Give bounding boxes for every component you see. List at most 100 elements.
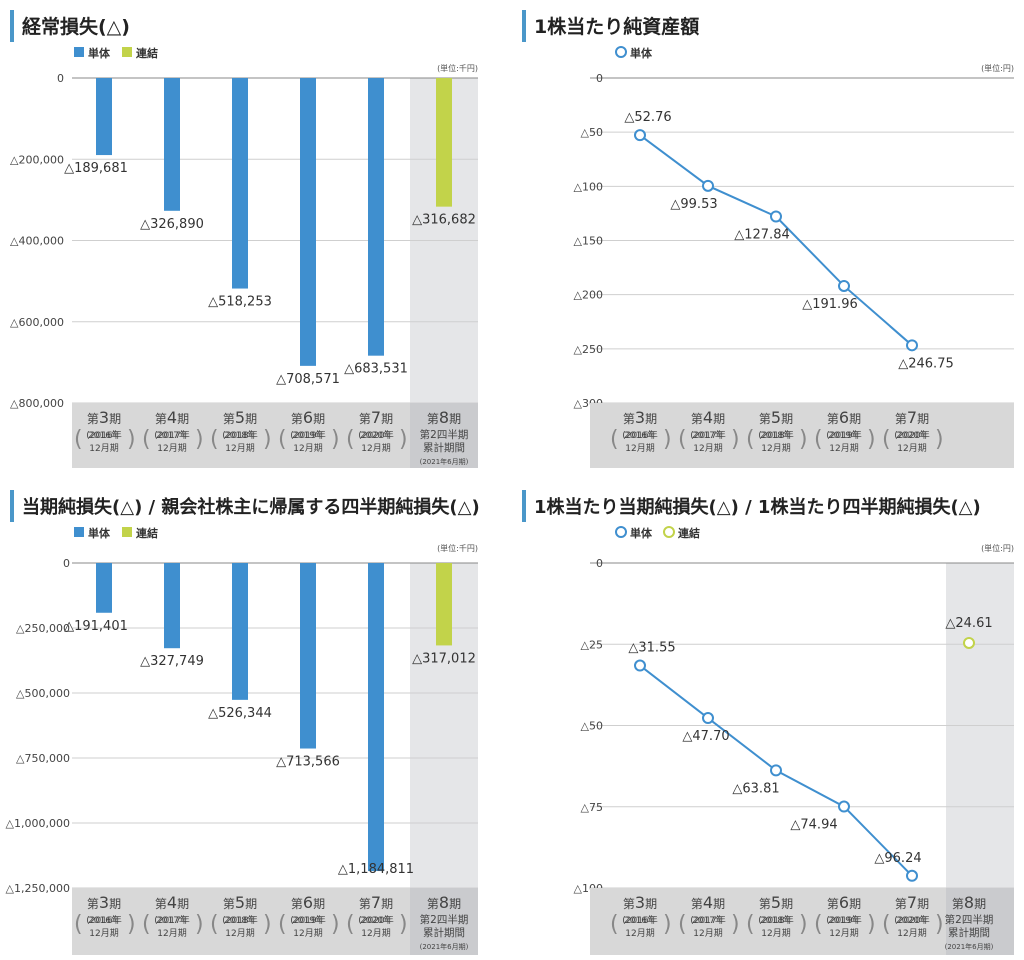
y-tick-label: △200 bbox=[574, 289, 603, 302]
category-band-highlight bbox=[410, 403, 478, 468]
category-sub-label: 12月期 bbox=[693, 443, 722, 454]
bracket-left: ( bbox=[210, 912, 219, 937]
category-sub-label: 2019年 bbox=[828, 914, 860, 926]
bracket-left: ( bbox=[678, 912, 687, 937]
data-label: △24.61 bbox=[945, 616, 992, 631]
title-accent-bar bbox=[10, 10, 14, 42]
bar bbox=[368, 563, 384, 872]
bracket-left: ( bbox=[610, 427, 619, 452]
category-sub-label: (2017年 bbox=[690, 914, 725, 926]
category-sub-label: (2017年 bbox=[154, 429, 189, 441]
data-label: △708,571 bbox=[276, 372, 340, 387]
bracket-right: ) bbox=[127, 912, 136, 937]
category-sub-label: 12月期 bbox=[293, 443, 322, 454]
category-sub-label: 第2四半期 bbox=[945, 913, 994, 926]
category-sub-label: 12月期 bbox=[225, 443, 254, 454]
bar bbox=[96, 563, 112, 613]
legend-swatch bbox=[74, 527, 84, 537]
category-label: 第3期 bbox=[87, 408, 121, 427]
legend-label: 連結 bbox=[136, 46, 158, 60]
category-label: 第4期 bbox=[155, 893, 189, 912]
bracket-right: ) bbox=[731, 427, 740, 452]
category-sub-label: 2017年 bbox=[156, 914, 188, 926]
data-point bbox=[838, 800, 850, 813]
data-point bbox=[906, 869, 918, 882]
category-sub-label: (2016年 bbox=[86, 429, 121, 441]
category-label: 第7期 bbox=[895, 408, 929, 427]
bracket-left: ( bbox=[882, 427, 891, 452]
category-sub-label: 12月期 bbox=[293, 928, 322, 939]
bracket-left: ( bbox=[278, 912, 287, 937]
bracket-left: ( bbox=[346, 912, 355, 937]
category-label: 第3期 bbox=[623, 408, 657, 427]
bracket-right: ) bbox=[195, 912, 204, 937]
bar bbox=[436, 78, 452, 207]
category-label: 第7期 bbox=[359, 893, 393, 912]
bar bbox=[300, 563, 316, 749]
category-label: 第6期 bbox=[827, 408, 861, 427]
legend-label: 単体 bbox=[88, 46, 111, 60]
y-tick-label: △100 bbox=[574, 180, 603, 193]
y-tick-label: △750,000 bbox=[16, 752, 70, 765]
data-label: △327,749 bbox=[140, 654, 204, 669]
category-sub-label: 12月期 bbox=[693, 928, 722, 939]
category-sub-label: 2018年 bbox=[224, 914, 256, 926]
category-sub-label: 第2四半期 bbox=[420, 913, 469, 926]
category-sub-label: 累計期間 bbox=[423, 441, 465, 454]
category-sub-label: (2018年 bbox=[758, 429, 793, 441]
bracket-right: ) bbox=[399, 912, 408, 937]
legend-label: 単体 bbox=[630, 526, 653, 540]
bracket-right: ) bbox=[127, 427, 136, 452]
category-sub-label: 12月期 bbox=[89, 928, 118, 939]
data-point bbox=[702, 179, 714, 192]
data-label: △191,401 bbox=[64, 619, 128, 634]
data-label: △246.75 bbox=[898, 356, 954, 371]
category-sub-label: 2019年 bbox=[292, 914, 324, 926]
bar bbox=[232, 78, 248, 289]
bracket-left: ( bbox=[746, 427, 755, 452]
panel-net-loss: 当期純損失(△) / 親会社株主に帰属する四半期純損失(△) 単体 連結 (単位:千円… bbox=[0, 480, 512, 960]
data-label: △518,253 bbox=[208, 295, 272, 310]
y-tick-label: △250 bbox=[574, 343, 603, 356]
bracket-right: ) bbox=[663, 427, 672, 452]
category-sub-label: (2018年 bbox=[222, 429, 257, 441]
y-tick-label: 0 bbox=[596, 72, 603, 85]
category-sub-label: (2020年 bbox=[894, 429, 929, 441]
unit-label: (単位:円) bbox=[981, 543, 1014, 553]
category-sub-label: 2016年 bbox=[624, 914, 656, 926]
panel-ordinary-loss: 経常損失(△) 単体 連結 (単位:千円) 0 △200,000 △400,000 △600,… bbox=[0, 0, 512, 480]
y-tick-label: △500,000 bbox=[16, 687, 70, 700]
category-label: 第7期 bbox=[359, 408, 393, 427]
category-sub-label: 12月期 bbox=[897, 928, 926, 939]
y-tick-label: △200,000 bbox=[10, 153, 64, 166]
bracket-left: ( bbox=[74, 912, 83, 937]
bar bbox=[436, 563, 452, 646]
data-point bbox=[838, 279, 850, 292]
category-label: 第3期 bbox=[87, 893, 121, 912]
data-label: △683,531 bbox=[344, 362, 408, 377]
data-point bbox=[770, 764, 782, 777]
category-sub-label: (2021年6月期) bbox=[945, 942, 994, 951]
bracket-right: ) bbox=[935, 912, 944, 937]
legend-label: 連結 bbox=[678, 526, 700, 540]
chart-bps: 1株当たり純資産額単体(単位:円)0△50△100△150△200△250△30… bbox=[522, 10, 1014, 468]
category-band bbox=[590, 403, 1014, 468]
bracket-right: ) bbox=[263, 427, 272, 452]
bracket-left: ( bbox=[814, 912, 823, 937]
category-sub-label: 12月期 bbox=[625, 443, 654, 454]
y-tick-label: △50 bbox=[581, 720, 603, 733]
category-band bbox=[590, 888, 946, 955]
category-sub-label: 2017年 bbox=[156, 429, 188, 441]
category-label: 第7期 bbox=[895, 893, 929, 912]
category-sub-label: 12月期 bbox=[897, 443, 926, 454]
panel-bps: 1株当たり純資産額 単体 (単位:円) 0 △50 △100 △150 △200 △250 △30… bbox=[512, 0, 1024, 480]
legend-marker bbox=[615, 526, 627, 538]
bracket-right: ) bbox=[663, 912, 672, 937]
data-label: △191.96 bbox=[802, 297, 858, 312]
category-sub-label: (2019年 bbox=[290, 914, 325, 926]
bracket-left: ( bbox=[142, 427, 151, 452]
bracket-left: ( bbox=[882, 912, 891, 937]
legend-label: 単体 bbox=[630, 46, 653, 60]
category-sub-label: (2019年 bbox=[826, 429, 861, 441]
data-label: △99.53 bbox=[670, 197, 717, 212]
